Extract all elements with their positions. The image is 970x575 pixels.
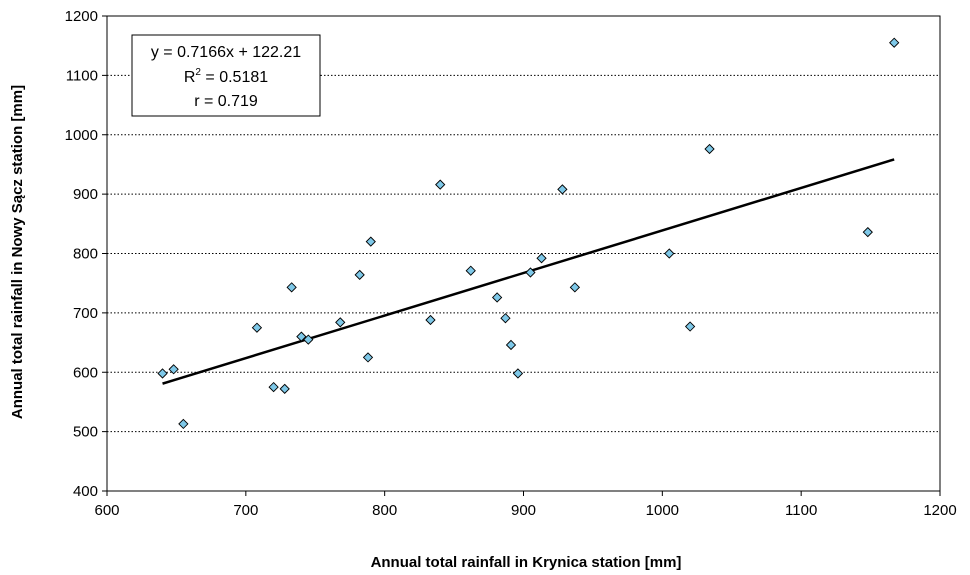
data-point [664,248,675,259]
data-point [251,322,263,333]
y-tick-label: 1200 [65,8,98,25]
data-points [157,37,900,430]
y-axis-title: Annual total rainfall in Nowy Sącz stati… [9,85,26,419]
r-squared-text: R2 = 0.5181 [184,67,268,86]
x-tick-label: 800 [372,502,397,519]
y-axis-ticks: 400 500 600 700 800 900 1000 1100 1200 [65,8,107,500]
data-point [557,184,568,195]
grid-lines [107,74,940,433]
x-tick-label: 700 [233,502,258,519]
y-tick-label: 400 [73,483,98,500]
x-tick-label: 1200 [923,502,956,519]
data-point [704,143,715,155]
x-axis-title: Annual total rainfall in Krynica station… [371,554,682,571]
data-point [862,226,873,238]
y-tick-label: 900 [73,186,98,203]
data-point [168,364,179,375]
data-point [286,282,297,293]
data-point [296,331,307,342]
y-tick-label: 1100 [66,67,98,84]
data-point [425,314,436,326]
x-tick-label: 1000 [646,502,679,519]
x-tick-label: 900 [511,502,536,519]
data-point [505,339,517,351]
data-point [684,321,696,332]
correlation-text: r = 0.719 [194,93,258,110]
y-tick-label: 700 [73,305,98,322]
data-point [536,253,547,264]
data-point [362,352,374,363]
data-point [435,179,446,190]
y-tick-label: 1000 [65,127,98,144]
data-point [569,282,581,293]
data-point [354,269,365,281]
data-point [512,368,524,379]
x-axis-ticks: 600 700 800 900 1000 1100 1200 [94,491,957,519]
equation-text: y = 0.7166x + 122.21 [151,44,301,61]
data-point [335,317,346,328]
y-tick-label: 600 [73,364,98,381]
x-tick-label: 600 [94,502,119,519]
data-point [491,292,503,303]
data-point [178,418,189,430]
y-tick-label: 500 [73,424,98,441]
data-point [268,381,279,393]
data-point [465,265,476,276]
data-point [279,383,290,395]
y-tick-label: 800 [73,246,98,263]
data-point [157,368,168,379]
x-tick-label: 1100 [785,502,817,519]
data-point [303,334,314,345]
data-point [889,37,900,48]
equation-box: y = 0.7166x + 122.21 R2 = 0.5181 r = 0.7… [131,34,321,117]
data-point [500,313,511,324]
data-point [525,267,536,278]
data-point [365,236,376,247]
